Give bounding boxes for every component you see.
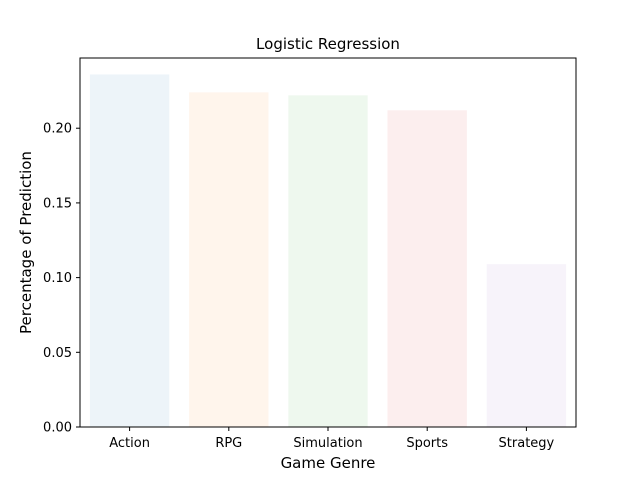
bar-rpg	[189, 92, 269, 427]
y-tick-label: 0.15	[43, 196, 72, 211]
x-tick-label: Action	[109, 436, 150, 451]
bar-simulation	[288, 95, 368, 427]
x-tick-label: Strategy	[499, 436, 555, 451]
bar-sports	[387, 110, 467, 428]
plot-frame	[79, 57, 577, 428]
chart-title: Logistic Regression	[256, 35, 400, 53]
y-tick-label: 0.05	[43, 346, 72, 361]
x-axis-title: Game Genre	[281, 454, 376, 472]
x-tick-label: Simulation	[293, 436, 362, 451]
bar-action	[89, 74, 170, 427]
y-tick-label: 0.00	[43, 421, 72, 436]
y-tick-label: 0.10	[43, 271, 72, 286]
ticks-layer: Action RPG Simulation Sports Strategy 0.00 0.0…	[43, 122, 555, 451]
x-tick-label: Sports	[406, 436, 448, 451]
y-tick-label: 0.20	[43, 122, 72, 137]
y-axis-title: Percentage of Prediction	[17, 151, 35, 334]
bars-layer	[89, 74, 567, 428]
x-tick-label: RPG	[215, 436, 242, 451]
bar-strategy	[486, 264, 567, 427]
